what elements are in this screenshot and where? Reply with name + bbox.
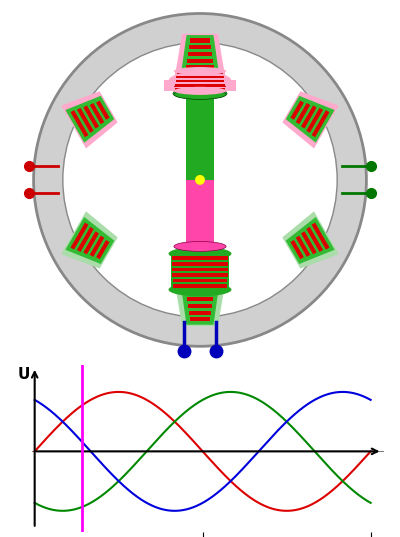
Polygon shape: [83, 231, 99, 255]
Polygon shape: [290, 100, 304, 120]
Bar: [172, 267, 228, 271]
Ellipse shape: [168, 71, 232, 91]
Polygon shape: [282, 212, 339, 268]
Polygon shape: [90, 103, 104, 124]
Ellipse shape: [63, 43, 337, 317]
Polygon shape: [190, 39, 210, 42]
Bar: [172, 260, 228, 262]
Ellipse shape: [174, 87, 226, 95]
Polygon shape: [190, 317, 210, 321]
Polygon shape: [312, 110, 330, 137]
Bar: [174, 79, 226, 82]
Polygon shape: [186, 66, 214, 69]
Polygon shape: [70, 110, 88, 137]
Bar: [173, 277, 227, 279]
Polygon shape: [301, 105, 317, 128]
Bar: [175, 83, 225, 85]
Bar: [172, 256, 228, 260]
Bar: [173, 89, 227, 92]
Polygon shape: [189, 45, 211, 49]
Polygon shape: [83, 105, 99, 128]
Ellipse shape: [168, 283, 232, 296]
Ellipse shape: [34, 13, 366, 346]
Bar: [174, 83, 226, 86]
Bar: [172, 272, 228, 273]
Ellipse shape: [174, 90, 226, 99]
Bar: [174, 87, 226, 90]
Polygon shape: [90, 236, 104, 257]
Polygon shape: [77, 108, 94, 133]
Polygon shape: [290, 240, 304, 259]
Bar: [174, 86, 226, 88]
Bar: [173, 279, 227, 282]
Polygon shape: [186, 291, 214, 294]
Bar: [176, 80, 224, 82]
Bar: [175, 76, 225, 78]
Ellipse shape: [174, 242, 226, 251]
Bar: [176, 76, 224, 78]
Polygon shape: [70, 223, 88, 250]
Polygon shape: [96, 240, 110, 259]
Ellipse shape: [174, 67, 226, 75]
Polygon shape: [282, 91, 339, 148]
Polygon shape: [65, 217, 114, 264]
Bar: [164, 80, 236, 91]
Polygon shape: [65, 96, 114, 143]
Polygon shape: [187, 297, 213, 301]
Ellipse shape: [173, 88, 227, 99]
Bar: [174, 85, 226, 88]
Polygon shape: [296, 103, 310, 124]
Polygon shape: [61, 91, 118, 148]
Polygon shape: [175, 34, 225, 74]
Bar: [171, 252, 229, 289]
Polygon shape: [188, 304, 212, 308]
Text: U: U: [18, 367, 30, 382]
Bar: [173, 282, 227, 284]
Polygon shape: [286, 217, 335, 264]
Bar: [175, 84, 225, 86]
Bar: [176, 71, 224, 75]
Bar: [175, 88, 225, 90]
Polygon shape: [286, 96, 335, 143]
Bar: [173, 284, 227, 288]
Polygon shape: [301, 231, 317, 255]
Bar: [172, 262, 228, 265]
Polygon shape: [61, 212, 118, 268]
Bar: [175, 75, 225, 78]
Bar: [172, 266, 228, 267]
Polygon shape: [188, 52, 212, 56]
Polygon shape: [296, 236, 310, 257]
Polygon shape: [189, 310, 211, 315]
Bar: [176, 72, 224, 75]
Bar: [172, 255, 228, 256]
Bar: [177, 72, 223, 75]
Ellipse shape: [168, 247, 232, 260]
Polygon shape: [181, 35, 219, 73]
Polygon shape: [181, 287, 219, 325]
Polygon shape: [187, 59, 213, 63]
Circle shape: [195, 175, 205, 185]
Bar: [186, 180, 214, 248]
Polygon shape: [306, 227, 323, 252]
Polygon shape: [306, 108, 323, 133]
Polygon shape: [175, 286, 225, 326]
Polygon shape: [312, 223, 330, 250]
Bar: [176, 76, 224, 78]
Bar: [174, 82, 226, 85]
Polygon shape: [77, 227, 94, 252]
Bar: [175, 79, 225, 81]
Bar: [175, 72, 225, 75]
Bar: [175, 79, 225, 82]
Bar: [172, 273, 228, 277]
Polygon shape: [96, 100, 110, 120]
Bar: [186, 93, 214, 180]
